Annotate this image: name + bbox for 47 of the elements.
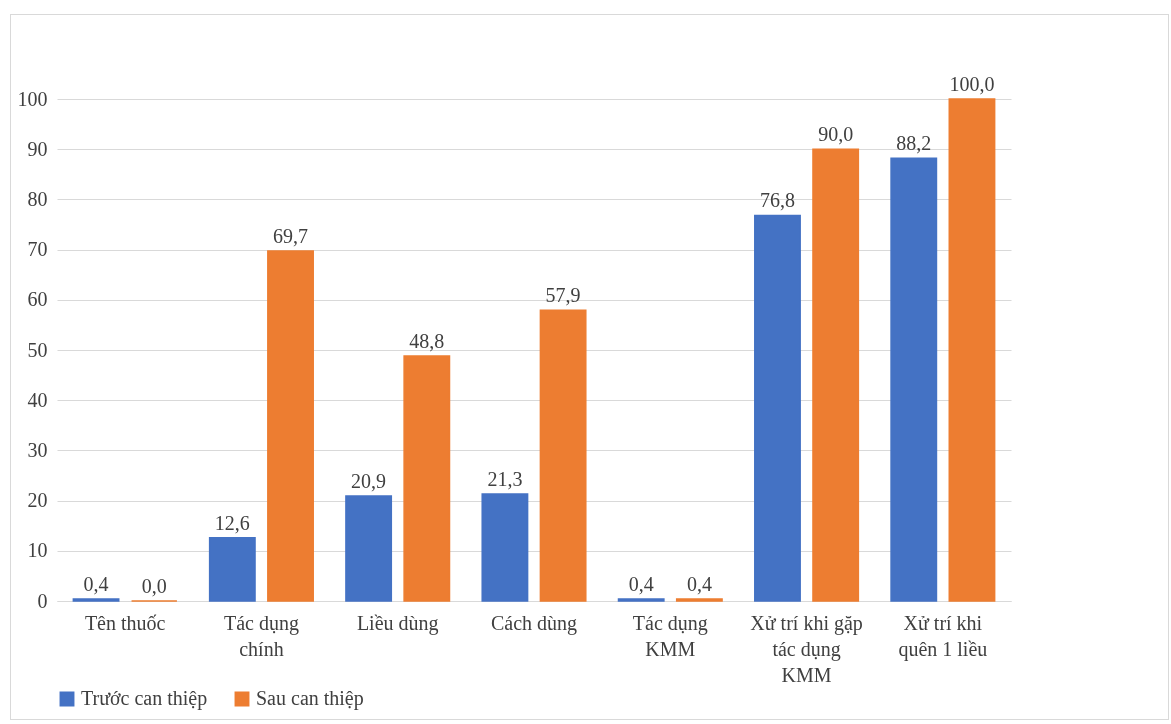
bar: [890, 157, 938, 602]
y-tick-label: 0: [37, 589, 48, 612]
data-label: 20,9: [351, 470, 387, 493]
bar: [539, 309, 587, 602]
bar: [208, 537, 256, 602]
bar: [72, 598, 120, 602]
data-label: 12,6: [214, 511, 250, 534]
bar: [754, 214, 801, 602]
data-label: 90,0: [818, 123, 854, 146]
y-tick-label: 40: [27, 388, 48, 411]
data-label: 100,0: [949, 73, 995, 95]
legend-label: Sau can thiệp: [256, 687, 364, 710]
data-label: 76,8: [759, 189, 795, 212]
data-label: 69,7: [273, 225, 309, 248]
y-tick-label: 100: [17, 87, 48, 110]
data-label: 0,4: [628, 572, 654, 595]
x-tick-label: Tên thuốc: [84, 611, 166, 634]
data-label: 48,8: [409, 330, 445, 353]
y-tick-label: 10: [27, 539, 48, 562]
x-tick-label: Xử trí khi quên 1 liều: [898, 611, 988, 661]
y-tick-label: 90: [27, 137, 48, 160]
data-label: 0,4: [686, 572, 712, 595]
y-tick-label: 60: [27, 288, 48, 311]
y-tick-label: 50: [27, 338, 48, 361]
x-tick-label: Cách dùng: [490, 611, 578, 635]
x-tick-label: Xử trí khi gặp tác dụng KMM: [750, 611, 863, 686]
bar: [812, 148, 860, 602]
legend-label: Trước can thiệp: [81, 687, 208, 710]
bar: [345, 495, 393, 602]
data-label: 21,3: [487, 468, 523, 491]
bar: [403, 355, 451, 602]
y-tick-label: 70: [27, 238, 48, 261]
bar: [267, 250, 314, 602]
data-label: 88,2: [896, 132, 932, 155]
x-tick-label: Tác dụng chính: [223, 611, 299, 660]
data-label: 0,0: [141, 575, 167, 597]
bar: [675, 598, 723, 602]
data-label: 57,9: [545, 284, 581, 307]
data-label: 0,4: [83, 572, 109, 595]
y-tick-label: 80: [27, 187, 48, 210]
y-tick-label: 30: [27, 438, 48, 461]
x-tick-label: Tác dụng KMM: [632, 611, 708, 660]
x-tick-label: Liều dùng: [356, 611, 439, 635]
bar: [617, 598, 665, 602]
bar: [948, 98, 996, 602]
bar: [481, 493, 529, 602]
y-tick-label: 20: [27, 489, 48, 512]
